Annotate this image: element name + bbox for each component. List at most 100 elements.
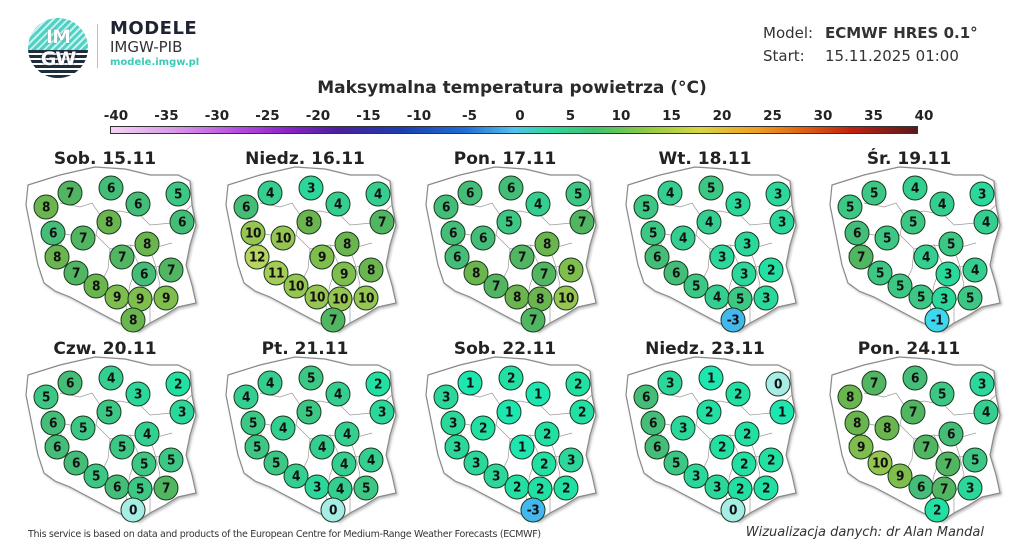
station-value: 8	[134, 231, 160, 257]
station-value: 5	[887, 273, 913, 299]
station-value: 0	[320, 497, 346, 523]
station-value: 6	[440, 220, 466, 246]
station-value: 8	[33, 194, 59, 220]
day-panel: Czw. 20.11 5 6 4 3 2 3 6 5 5 4 6 5 6 5 5 5 6 5 7 0	[0, 335, 200, 525]
station-value: 3	[957, 475, 983, 501]
station-value: 4	[257, 180, 283, 206]
day-panel: Wt. 18.11 5 4 5 3 3 3 5 4 4 3 6 3 6 3 2 5 4 5 3 -3	[600, 145, 800, 335]
station-value: -1	[924, 307, 950, 333]
station-value: 5	[158, 447, 184, 473]
station-value: 4	[325, 381, 351, 407]
station-value: 9	[104, 284, 130, 310]
colorbar-tick: 40	[914, 108, 934, 124]
station-value: 9	[127, 286, 153, 312]
station-value: 2	[696, 399, 722, 425]
station-value: 9	[331, 261, 357, 287]
model-value: ECMWF HRES 0.1°	[825, 24, 978, 42]
colorbar-tick: -15	[356, 108, 381, 124]
station-value: -3	[520, 497, 546, 523]
logo-text-bottom: GW	[40, 48, 77, 70]
model-info: Model: ECMWF HRES 0.1° Start: 15.11.2025…	[763, 22, 978, 68]
station-value: 1	[769, 399, 795, 425]
station-value: 1	[525, 381, 551, 407]
station-value: 2	[569, 399, 595, 425]
station-value: 2	[504, 474, 530, 500]
station-value: 3	[969, 181, 995, 207]
station-value: 5	[353, 475, 379, 501]
station-value: 5	[929, 381, 955, 407]
day-title: Niedz. 23.11	[645, 339, 765, 359]
station-value: 2	[924, 497, 950, 523]
station-value: 10	[304, 284, 330, 310]
colorbar-tick: 15	[662, 108, 681, 124]
station-value: 3	[734, 231, 760, 257]
day-title: Czw. 20.11	[53, 339, 157, 359]
station-value: 4	[973, 209, 999, 235]
station-value: 6	[433, 194, 459, 220]
logo-divider	[97, 24, 98, 68]
logo-text-top: IM	[46, 26, 71, 48]
poland-map	[829, 166, 1001, 332]
colorbar-tick: 20	[712, 108, 732, 124]
day-panel: Śr. 19.11 5 5 4 4 3 4 6 5 5 5 7 4 5 3 4 5 5 3 5 -1	[804, 145, 1004, 335]
colorbar-tick: 35	[864, 108, 883, 124]
station-value: 3	[753, 285, 779, 311]
station-value: 5	[298, 365, 324, 391]
station-value: 10	[283, 273, 309, 299]
day-title: Sob. 22.11	[453, 339, 557, 359]
colorbar	[110, 126, 918, 134]
station-value: 5	[640, 220, 666, 246]
station-value: 7	[63, 260, 89, 286]
station-value: 10	[353, 285, 379, 311]
station-value: 4	[929, 191, 955, 217]
station-value: 4	[257, 370, 283, 396]
poland-map	[625, 356, 797, 522]
station-value: 2	[725, 381, 751, 407]
station-value: 2	[565, 371, 591, 397]
station-value: 2	[553, 475, 579, 501]
colorbar-tick: 5	[565, 108, 576, 124]
station-value: 1	[457, 370, 483, 396]
station-value: 6	[104, 474, 130, 500]
station-value: 4	[525, 191, 551, 217]
station-value: 3	[433, 384, 459, 410]
station-value: 4	[670, 225, 696, 251]
station-value: 2	[165, 371, 191, 397]
station-value: 6	[470, 225, 496, 251]
station-value: 5	[908, 284, 934, 310]
station-value: 4	[233, 384, 259, 410]
station-value: 6	[63, 450, 89, 476]
station-value: 7	[520, 307, 546, 333]
station-value: 5	[727, 286, 753, 312]
station-value: 5	[131, 451, 157, 477]
poland-map	[25, 166, 197, 332]
station-value: 7	[935, 451, 961, 477]
station-value: 3	[125, 381, 151, 407]
station-value: 4	[365, 181, 391, 207]
station-value: 4	[134, 421, 160, 447]
colorbar-tick: 25	[763, 108, 782, 124]
station-value: 3	[935, 261, 961, 287]
station-value: 7	[861, 370, 887, 396]
station-value: 3	[369, 399, 395, 425]
station-value: 1	[496, 399, 522, 425]
station-value: 5	[633, 194, 659, 220]
station-value: 3	[765, 181, 791, 207]
station-value: 5	[861, 180, 887, 206]
station-value: 4	[325, 191, 351, 217]
brand-url[interactable]: modele.imgw.pl	[110, 57, 200, 68]
day-panel: Sob. 22.11 3 1 2 1 2 2 3 1 2 2 3 1 3 2 3 3 2 2 2 -3	[400, 335, 600, 525]
station-value: 7	[320, 307, 346, 333]
station-value: 5	[240, 410, 266, 436]
day-title: Pon. 24.11	[857, 339, 961, 359]
credit: Wizualizacja danych: dr Alan Mandal	[745, 525, 984, 540]
station-value: 8	[534, 231, 560, 257]
brand-subtitle: IMGW-PIB	[110, 38, 183, 56]
station-value: 5	[127, 476, 153, 502]
colorbar-tick: 30	[813, 108, 833, 124]
station-value: 0	[720, 497, 746, 523]
station-value: 3	[440, 410, 466, 436]
colorbar-tick: -40	[103, 108, 129, 124]
day-title: Wt. 18.11	[658, 149, 752, 169]
station-value: 6	[125, 191, 151, 217]
